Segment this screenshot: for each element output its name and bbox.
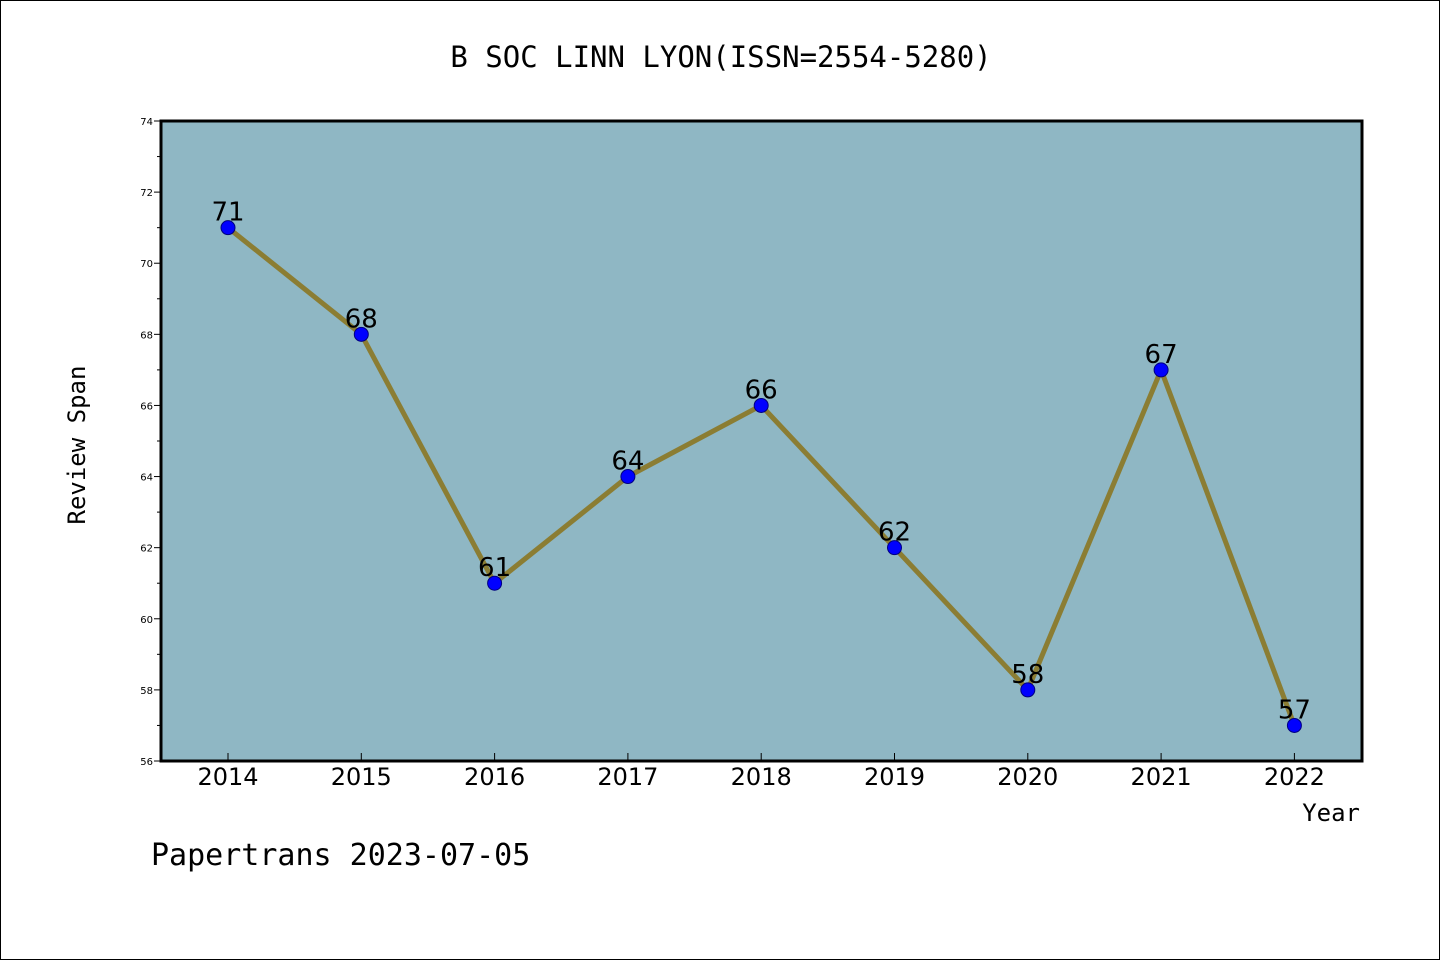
y-tick-label: 68 <box>140 330 153 341</box>
data-label: 67 <box>1145 340 1178 370</box>
x-tick-label: 2018 <box>731 763 792 791</box>
y-tick-label: 74 <box>140 117 153 128</box>
data-label: 64 <box>611 447 644 477</box>
data-point <box>753 397 769 413</box>
series-markers <box>220 220 1302 733</box>
data-point <box>1153 362 1169 378</box>
y-tick-label: 64 <box>140 473 153 484</box>
data-label: 71 <box>211 198 244 228</box>
data-point <box>620 469 636 485</box>
plot-area <box>161 121 1362 761</box>
footer-date-stamp: Papertrans 2023-07-05 <box>151 838 530 873</box>
data-point <box>887 540 902 556</box>
x-tick-label: 2015 <box>331 763 392 791</box>
data-point <box>1286 717 1302 733</box>
data-label: 58 <box>1011 660 1044 690</box>
x-tick-label: 2020 <box>997 763 1058 791</box>
x-tick-label: 2022 <box>1264 763 1325 791</box>
x-tick-label: 2016 <box>464 763 525 791</box>
data-label: 57 <box>1278 695 1311 725</box>
x-tick-label: 2014 <box>197 763 258 791</box>
y-axis-label: Review Span <box>63 366 91 525</box>
y-tick-label: 70 <box>140 259 153 270</box>
chart-title: B SOC LINN LYON(ISSN=2554-5280) <box>450 40 991 74</box>
x-tick-label: 2021 <box>1131 763 1192 791</box>
y-tick-label: 62 <box>140 544 153 555</box>
x-tick-label: 2019 <box>864 763 925 791</box>
data-point <box>353 326 369 342</box>
y-tick-label: 66 <box>140 401 153 412</box>
y-tick-label: 72 <box>140 188 153 199</box>
data-label: 61 <box>478 553 511 583</box>
data-label: 66 <box>745 375 778 405</box>
data-point <box>220 220 236 236</box>
x-tick-label: 2017 <box>597 763 658 791</box>
x-axis-label: Year <box>1302 799 1360 827</box>
plot-border <box>159 119 1364 763</box>
data-point <box>487 575 503 591</box>
y-tick-label: 56 <box>140 757 153 768</box>
y-tick-label: 60 <box>140 615 153 626</box>
data-label: 68 <box>345 304 378 334</box>
axis-ticks: 56 58 60 62 64 66 68 70 72 74 2014 2015 2016 2017 2018… <box>140 117 1325 791</box>
y-tick-label: 58 <box>140 686 153 697</box>
data-label: 62 <box>878 518 911 548</box>
data-point <box>1020 682 1036 698</box>
data-labels: 71 68 61 64 66 62 58 67 57 <box>211 198 1310 726</box>
